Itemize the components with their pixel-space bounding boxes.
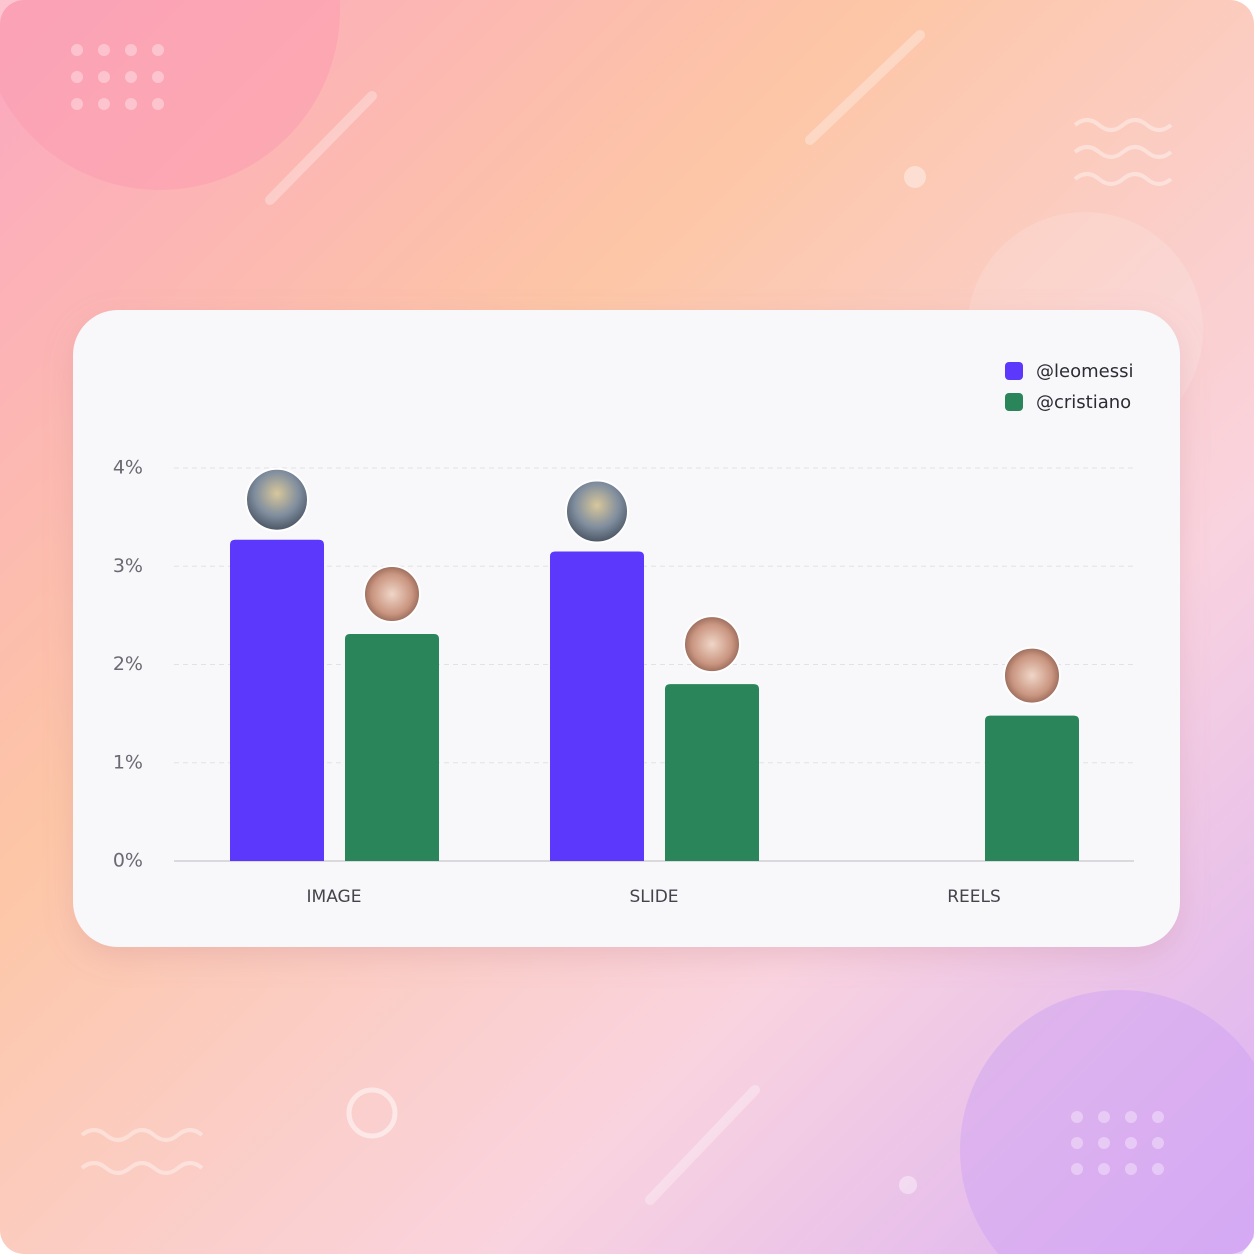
bar <box>665 684 759 861</box>
legend-swatch <box>1005 362 1023 380</box>
bar <box>985 715 1079 861</box>
deco-dot <box>899 1176 917 1194</box>
deco-circle <box>960 990 1254 1254</box>
bar <box>550 551 644 861</box>
y-tick-label: 0% <box>113 850 143 872</box>
x-tick-label: SLIDE <box>629 887 678 907</box>
y-tick-label: 2% <box>113 653 143 675</box>
x-tick-label: REELS <box>947 887 1001 907</box>
bar <box>230 539 324 861</box>
avatar <box>1003 646 1061 705</box>
deco-circle <box>0 0 340 190</box>
avatar <box>565 479 629 544</box>
deco-line <box>805 30 925 145</box>
legend-label: @leomessi <box>1036 361 1133 382</box>
y-tick-label: 3% <box>113 555 143 577</box>
legend-label: @cristiano <box>1036 392 1131 413</box>
deco-line <box>265 91 377 205</box>
legend-swatch <box>1005 393 1023 411</box>
avatar <box>363 565 421 624</box>
deco-dot <box>904 166 926 188</box>
avatar <box>683 615 741 674</box>
avatar <box>245 467 309 532</box>
y-tick-label: 1% <box>113 751 143 773</box>
deco-ring <box>346 1087 398 1139</box>
deco-dots <box>71 44 1164 1175</box>
bar <box>345 634 439 861</box>
deco-waves <box>80 118 1173 1175</box>
x-tick-label: IMAGE <box>307 887 362 907</box>
y-tick-label: 4% <box>113 457 143 479</box>
deco-line <box>645 1085 760 1205</box>
